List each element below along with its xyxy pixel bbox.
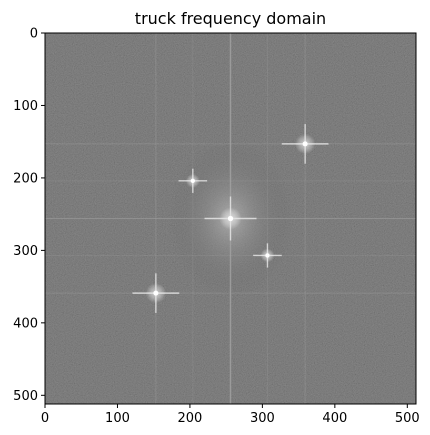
- plot-frame: [44, 32, 417, 405]
- x-tick-label-300: 300: [250, 411, 275, 426]
- x-tick-label-100: 100: [105, 411, 130, 426]
- x-tick-label-500: 500: [395, 411, 420, 426]
- y-tick-label-100: 100: [13, 99, 38, 114]
- peak-2: [45, 33, 416, 404]
- x-tick-label-0: 0: [41, 411, 49, 426]
- x-tick-label-200: 200: [178, 411, 203, 426]
- y-tick-label-0: 0: [30, 27, 38, 42]
- y-tick-label-200: 200: [13, 171, 38, 186]
- plot-area: [45, 33, 416, 404]
- peak-0: [45, 33, 416, 404]
- y-axis: 0 100 200 300 400 500: [13, 27, 45, 404]
- chart-title: truck frequency domain: [135, 9, 326, 28]
- x-axis: 0 100 200 300 400 500: [41, 404, 420, 426]
- x-tick-label-400: 400: [322, 411, 347, 426]
- peak-3: [45, 33, 416, 404]
- peak-4: [45, 33, 416, 404]
- y-tick-label-400: 400: [13, 316, 38, 331]
- peak-1: [45, 33, 416, 404]
- y-tick-label-500: 500: [13, 389, 38, 404]
- y-tick-label-300: 300: [13, 244, 38, 259]
